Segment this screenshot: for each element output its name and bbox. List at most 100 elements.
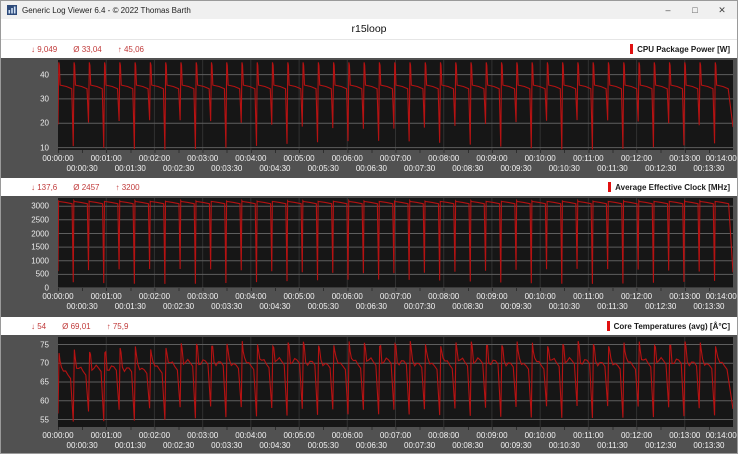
x-tick-label: 00:05:00 <box>283 292 315 301</box>
y-axis-labels: 55 60 65 70 75 <box>1 337 53 427</box>
y-tick-label: 55 <box>40 415 49 424</box>
x-tick-label: 00:13:30 <box>693 164 725 173</box>
x-tick-label: 00:10:00 <box>524 431 556 440</box>
x-tick-label: 00:01:00 <box>90 154 122 163</box>
close-button[interactable]: ✕ <box>718 5 726 15</box>
x-tick-label: 00:11:30 <box>597 164 628 173</box>
x-tick-label: 00:14:00 <box>705 154 737 163</box>
y-axis-labels: 10 20 30 40 <box>1 60 53 152</box>
y-tick-label: 1500 <box>31 242 49 252</box>
x-tick-label: 00:08:30 <box>452 302 484 311</box>
x-axis-labels: 00:00:00 00:01:00 00:02:00 00:03:00 00:04:00… <box>42 292 736 314</box>
x-tick-label: 00:12:00 <box>620 154 653 163</box>
stat-max: ↑ 75,9 <box>106 321 129 331</box>
x-tick-label: 00:06:00 <box>331 154 363 163</box>
x-tick-label: 00:01:00 <box>90 431 122 440</box>
x-tick-label: 00:03:00 <box>187 431 219 440</box>
x-tick-label: 00:05:00 <box>283 154 315 163</box>
minimize-button[interactable]: – <box>665 5 671 15</box>
x-tick-label: 00:02:00 <box>138 154 171 163</box>
x-tick-label: 00:08:00 <box>428 154 460 163</box>
plot-area[interactable] <box>58 198 733 288</box>
x-tick-label: 00:12:00 <box>620 431 653 440</box>
y-tick-label: 65 <box>40 377 49 387</box>
series-line <box>58 201 733 284</box>
x-tick-label: 00:01:00 <box>90 292 122 301</box>
x-tick-label: 00:13:00 <box>669 292 701 301</box>
x-tick-label: 00:10:30 <box>548 441 580 450</box>
x-tick-label: 00:11:30 <box>597 302 628 311</box>
stat-avg: Ø 2457 <box>73 182 100 192</box>
x-tick-label: 00:03:30 <box>211 302 243 311</box>
chart-stats: ↓ 137,6 Ø 2457 ↑ 3200 <box>31 183 156 192</box>
stat-avg: Ø 33,04 <box>73 44 102 54</box>
chart-legend: Average Effective Clock [MHz] <box>608 182 730 192</box>
x-tick-label: 00:09:00 <box>476 292 508 301</box>
x-tick-label: 00:03:00 <box>187 154 219 163</box>
x-tick-label: 00:00:00 <box>42 292 74 301</box>
x-axis-labels: 00:00:00 00:01:00 00:02:00 00:03:00 00:04:00… <box>42 154 736 176</box>
y-tick-label: 40 <box>40 70 49 80</box>
x-tick-label: 00:07:00 <box>379 431 412 440</box>
x-tick-label: 00:06:30 <box>355 164 387 173</box>
x-tick-label: 00:06:00 <box>331 431 363 440</box>
x-tick-label: 00:14:00 <box>705 292 737 301</box>
x-axis-tickmarks <box>58 427 733 430</box>
chart-header-strip: ↓ 137,6 Ø 2457 ↑ 3200 Average Effective Cl… <box>1 178 737 196</box>
x-tick-label: 00:12:00 <box>620 292 653 301</box>
x-tick-label: 00:00:00 <box>42 154 74 163</box>
x-tick-label: 00:08:30 <box>452 164 484 173</box>
chart-legend: CPU Package Power [W] <box>630 44 730 54</box>
legend-label: Core Temperatures (avg) [Å°C] <box>613 321 730 331</box>
stat-min: ↓ 54 <box>31 321 47 331</box>
x-tick-label: 00:08:00 <box>428 292 460 301</box>
window-title: Generic Log Viewer 6.4 - © 2022 Thomas B… <box>22 5 191 15</box>
y-tick-label: 2500 <box>31 215 49 225</box>
x-tick-label: 00:01:30 <box>114 441 146 450</box>
x-tick-label: 00:13:00 <box>669 154 701 163</box>
chart-header-strip: ↓ 9,049 Ø 33,04 ↑ 45,06 CPU Package Power … <box>1 40 737 58</box>
x-tick-label: 00:09:30 <box>500 164 532 173</box>
y-axis-labels: 0 500 1000 1500 2000 2500 3000 <box>1 198 53 293</box>
chart-panel: 0 500 1000 1500 2000 2500 3000 00:00:00 00:01:0… <box>1 196 737 317</box>
series-line <box>58 62 733 149</box>
x-tick-label: 00:07:30 <box>404 441 436 450</box>
x-tick-label: 00:04:00 <box>235 154 267 163</box>
stat-min: ↓ 137,6 <box>31 182 58 192</box>
x-tick-label: 00:04:30 <box>259 441 291 450</box>
y-tick-label: 1000 <box>31 256 49 266</box>
x-tick-label: 00:09:30 <box>500 302 532 311</box>
x-tick-label: 00:09:00 <box>476 431 508 440</box>
stat-max: ↑ 45,06 <box>117 44 144 54</box>
chart-section-average-effective-clock: ↓ 137,6 Ø 2457 ↑ 3200 Average Effective Cl… <box>1 178 737 317</box>
x-tick-label: 00:02:00 <box>138 292 171 301</box>
x-tick-label: 00:00:30 <box>66 441 98 450</box>
chart-section-cpu-package-power: ↓ 9,049 Ø 33,04 ↑ 45,06 CPU Package Power … <box>1 40 737 178</box>
x-tick-label: 00:01:30 <box>114 302 146 311</box>
x-tick-label: 00:02:30 <box>162 302 195 311</box>
charts-container: ↓ 9,049 Ø 33,04 ↑ 45,06 CPU Package Power … <box>1 40 737 453</box>
x-tick-label: 00:09:30 <box>500 441 532 450</box>
x-tick-label: 00:06:00 <box>331 292 363 301</box>
chart-stats: ↓ 9,049 Ø 33,04 ↑ 45,06 <box>31 45 160 54</box>
y-tick-label: 3000 <box>31 201 49 211</box>
x-tick-label: 00:13:30 <box>693 302 725 311</box>
page-title: r15loop <box>351 23 387 35</box>
plot-area[interactable] <box>58 60 733 150</box>
x-tick-label: 00:08:00 <box>428 431 460 440</box>
x-tick-label: 00:04:30 <box>259 164 291 173</box>
x-tick-label: 00:06:30 <box>355 302 387 311</box>
plot-area[interactable] <box>58 337 733 427</box>
x-tick-label: 00:04:00 <box>235 292 267 301</box>
x-tick-label: 00:03:30 <box>211 164 243 173</box>
x-tick-label: 00:07:00 <box>379 154 412 163</box>
maximize-button[interactable]: □ <box>692 5 698 15</box>
x-tick-label: 00:05:30 <box>307 302 339 311</box>
x-tick-label: 00:13:30 <box>693 441 725 450</box>
chart-stats: ↓ 54 Ø 69,01 ↑ 75,9 <box>31 322 144 331</box>
x-tick-label: 00:14:00 <box>705 431 737 440</box>
y-tick-label: 75 <box>40 340 49 349</box>
x-tick-label: 00:02:30 <box>162 164 195 173</box>
x-tick-label: 00:10:30 <box>548 164 580 173</box>
legend-color-bar-icon <box>630 44 634 54</box>
